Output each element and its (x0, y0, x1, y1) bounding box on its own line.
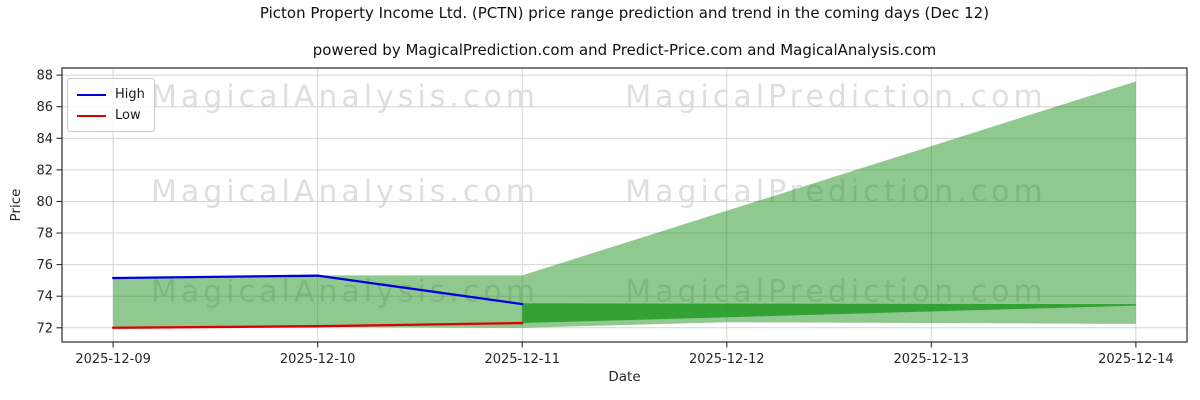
y-tick-label: 84 (36, 132, 53, 147)
legend-label-low: Low (115, 108, 141, 123)
x-tick-label: 2025-12-12 (689, 352, 765, 367)
low-line (111, 321, 524, 329)
y-tick-label: 72 (36, 321, 53, 336)
x-tick-label: 2025-12-13 (894, 352, 970, 367)
y-tick-label: 82 (36, 163, 53, 178)
legend-label-high: High (115, 87, 145, 102)
watermark-text: MagicalPrediction.com (625, 175, 1047, 210)
y-axis-label: Price (8, 188, 24, 222)
y-tick-label: 88 (36, 69, 53, 84)
chart-subtitle: powered by MagicalPrediction.com and Pre… (312, 41, 937, 59)
y-tick-label: 74 (36, 290, 53, 305)
high-line (111, 274, 524, 306)
chart-title: Picton Property Income Ltd. (PCTN) price… (259, 4, 990, 22)
low-line-swatch (77, 114, 106, 117)
x-tick-label: 2025-12-14 (1098, 352, 1174, 367)
legend: High Low (67, 78, 155, 132)
high-line-swatch (77, 93, 106, 96)
watermark-text: MagicalPrediction.com (625, 79, 1047, 115)
x-axis-label: Date (608, 369, 641, 385)
trend-band (522, 303, 1136, 324)
y-tick-label: 78 (36, 227, 53, 242)
x-tick-label: 2025-12-11 (484, 352, 560, 367)
y-tick-label: 76 (36, 258, 53, 273)
x-tick-label: 2025-12-09 (75, 352, 151, 367)
x-tick-label: 2025-12-10 (280, 352, 356, 367)
watermark-text: MagicalAnalysis.com (150, 79, 540, 115)
plot-border (61, 67, 1188, 343)
legend-item-low: Low (77, 105, 146, 126)
prediction-range-fan (113, 81, 1136, 328)
y-tick-label: 80 (36, 195, 53, 210)
legend-item-high: High (77, 84, 146, 105)
watermark-text: MagicalAnalysis.com (150, 174, 540, 210)
y-tick-label: 86 (36, 100, 53, 115)
